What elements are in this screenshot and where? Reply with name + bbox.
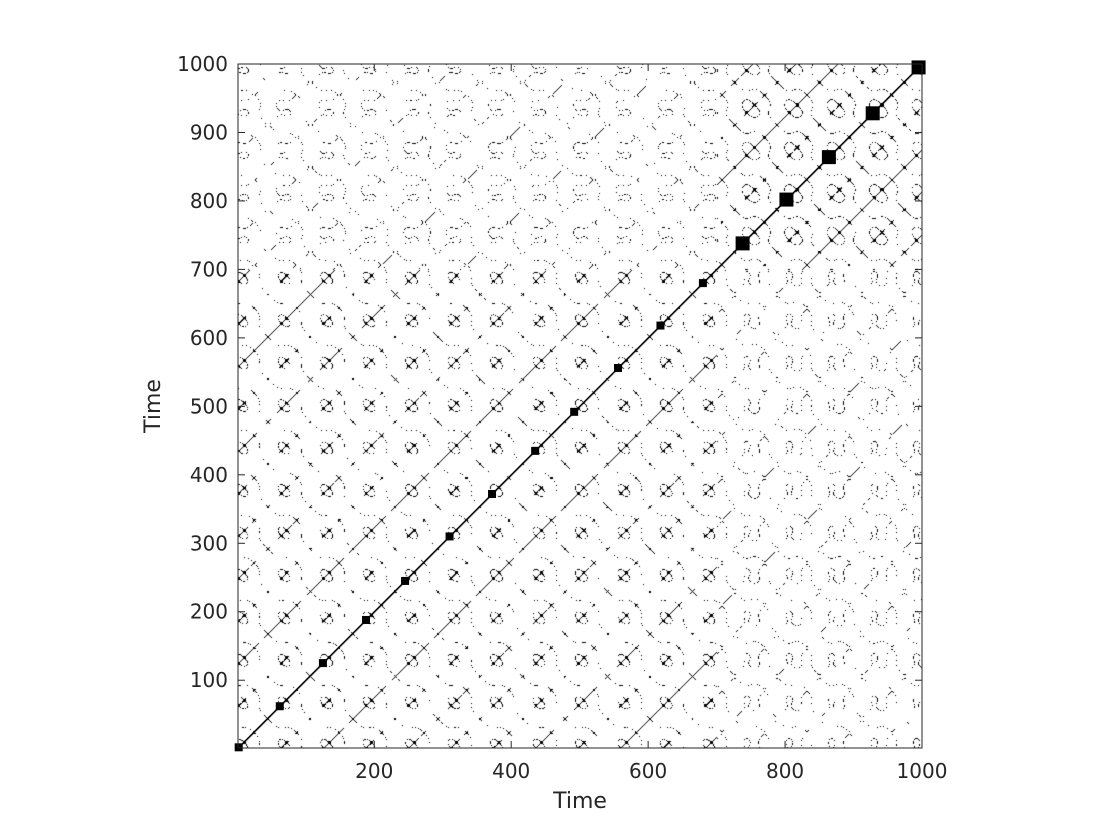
y-tick-label: 600 xyxy=(190,326,228,350)
diagonal-node-4 xyxy=(401,576,410,585)
y-axis-label: Time xyxy=(141,379,166,434)
y-tick-label: 700 xyxy=(190,257,228,281)
x-tick-label: 800 xyxy=(766,759,804,783)
diagonal-node-14 xyxy=(821,150,836,165)
y-tick-label: 100 xyxy=(190,668,228,692)
diagonal-node-10 xyxy=(656,321,665,330)
x-tick-label: 400 xyxy=(492,759,530,783)
y-tick-label: 500 xyxy=(190,394,228,418)
diagonal-node-7 xyxy=(531,446,540,455)
y-tick-label: 800 xyxy=(190,189,228,213)
plot-area xyxy=(234,60,926,752)
diagonal-node-5 xyxy=(445,532,454,541)
x-tick-label: 600 xyxy=(629,759,667,783)
diagonal-node-12 xyxy=(735,236,750,251)
diagonal-node-13 xyxy=(779,192,794,207)
diagonal-node-3 xyxy=(362,615,371,624)
diagonal-node-6 xyxy=(488,489,497,498)
diagonal-node-1 xyxy=(275,702,284,711)
x-tick-label: 200 xyxy=(355,759,393,783)
x-axis-label: Time xyxy=(552,789,607,814)
diagonal-node-8 xyxy=(570,407,579,416)
diagonal-node-16 xyxy=(911,60,926,75)
diagonal-node-2 xyxy=(318,659,327,668)
y-tick-label: 300 xyxy=(190,531,228,555)
y-axis: 100 200 300 400 500 600 700 800 900 1000 xyxy=(177,52,922,692)
x-axis: 200 400 600 800 1000 xyxy=(355,64,947,783)
diagonal-node-11 xyxy=(698,279,707,288)
diagonal-node-9 xyxy=(614,364,622,372)
y-tick-label: 400 xyxy=(190,463,228,487)
y-tick-label: 1000 xyxy=(177,52,228,76)
diagonal-node-0 xyxy=(234,743,243,752)
line-of-identity xyxy=(237,63,923,749)
y-tick-label: 900 xyxy=(190,120,228,144)
y-tick-label: 200 xyxy=(190,600,228,624)
x-tick-label: 1000 xyxy=(897,759,948,783)
diagonal-node-15 xyxy=(865,106,880,121)
